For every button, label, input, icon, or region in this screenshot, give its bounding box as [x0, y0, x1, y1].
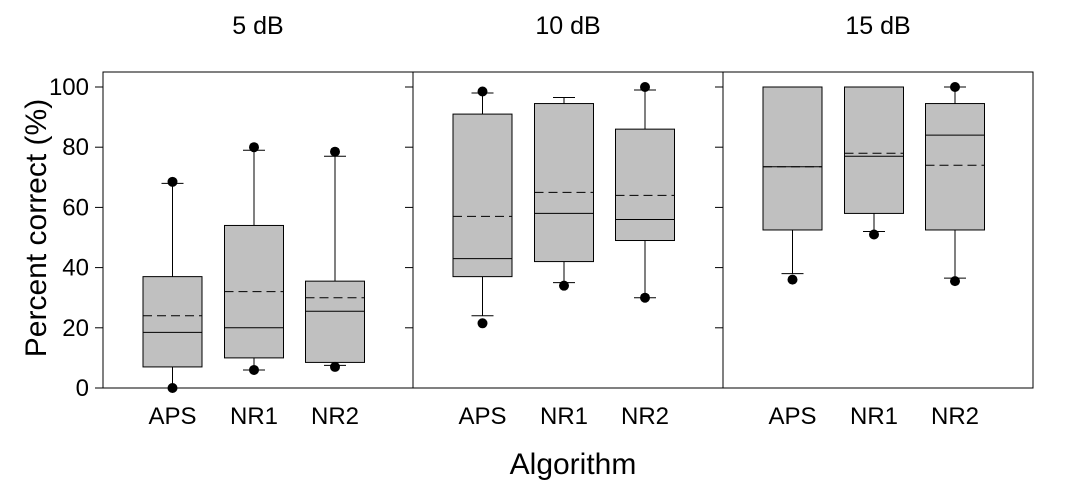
outlier-p1-aps-1 — [477, 86, 488, 97]
panel-title-2: 15 dB — [845, 12, 910, 40]
x-tick-label-p2-nr1: NR1 — [850, 403, 898, 430]
x-tick-label-p0-aps: APS — [148, 403, 196, 430]
x-tick-label-p0-nr2: NR2 — [311, 403, 359, 430]
panel-title-1: 10 dB — [535, 12, 600, 40]
x-axis-label: Algorithm — [510, 448, 637, 481]
outlier-p1-aps-0 — [477, 318, 488, 329]
y-axis-label: Percent correct (%) — [20, 99, 53, 357]
outlier-p1-nr2-0 — [640, 292, 650, 303]
box-p1-nr1 — [534, 103, 594, 263]
outlier-p0-aps-1 — [167, 176, 178, 187]
box-p1-aps — [452, 113, 513, 278]
panel-title-0: 5 dB — [232, 12, 283, 40]
outlier-p1-nr1-0 — [559, 280, 569, 291]
box-p0-nr2 — [305, 280, 365, 363]
outlier-p2-nr1-0 — [869, 229, 879, 240]
outlier-p1-nr2-1 — [640, 82, 650, 92]
box-p2-aps — [762, 86, 823, 231]
outlier-p0-aps-0 — [167, 383, 178, 393]
outlier-p0-nr1-1 — [249, 142, 259, 153]
outlier-p2-aps-0 — [787, 274, 798, 285]
plot-area: 0 20 40 60 80 100 APS NR1 NR2 APS NR1 NR2 APS NR1 NR2 — [49, 71, 1034, 430]
y-tick-label-80: 80 — [62, 134, 89, 161]
box-p2-nr2 — [925, 103, 985, 231]
outlier-p2-nr2-0 — [950, 276, 960, 287]
x-tick-label-p1-nr1: NR1 — [540, 403, 588, 430]
panel-titles: 5 dB 10 dB 15 dB — [232, 12, 910, 40]
y-tick-label-0: 0 — [76, 375, 89, 402]
outlier-p0-nr2-0 — [330, 361, 340, 372]
outlier-p0-nr1-0 — [249, 364, 259, 375]
x-tick-label-p2-nr2: NR2 — [931, 403, 979, 430]
outlier-p0-nr2-1 — [330, 146, 340, 157]
box-p2-nr1 — [844, 86, 904, 214]
x-tick-label-p0-nr1: NR1 — [230, 403, 278, 430]
x-tick-label-p1-nr2: NR2 — [621, 403, 669, 430]
y-tick-label-60: 60 — [62, 194, 89, 221]
y-tick-label-40: 40 — [62, 255, 89, 282]
outlier-p2-nr2-1 — [950, 82, 960, 92]
x-tick-label-p1-aps: APS — [458, 403, 506, 430]
y-tick-label-100: 100 — [49, 74, 89, 101]
box-p0-aps — [142, 276, 203, 368]
y-tick-label-20: 20 — [62, 315, 89, 342]
x-tick-label-p2-aps: APS — [768, 403, 816, 430]
box-p1-nr2 — [615, 128, 675, 242]
plot-frame — [102, 71, 1034, 389]
